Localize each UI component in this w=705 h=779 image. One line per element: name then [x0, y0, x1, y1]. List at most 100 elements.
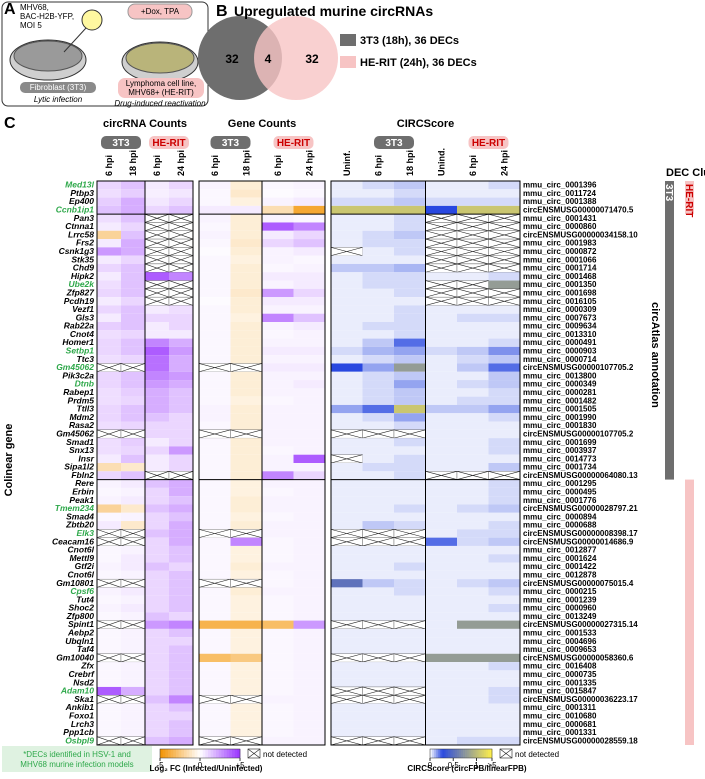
- cell: [121, 222, 145, 231]
- column-label: 18 hpi: [128, 150, 138, 176]
- cell-cross: [198, 694, 231, 704]
- cell-cross: [230, 578, 263, 588]
- cell: [362, 239, 394, 248]
- cell: [169, 404, 193, 414]
- venn-count: 32: [225, 52, 239, 66]
- cell: [394, 355, 426, 364]
- gene-label: Fbln2: [71, 470, 94, 480]
- legend-gradient: [181, 749, 185, 758]
- cell: [97, 463, 121, 472]
- cell-cross: [362, 686, 395, 696]
- column-label: 18 hpi: [405, 150, 415, 176]
- cell-cross: [362, 736, 395, 746]
- gene-label: Gm45062: [56, 428, 94, 438]
- circ-label: mmu_circ_0000491: [523, 338, 597, 347]
- gene-label: Tmem234: [55, 503, 94, 513]
- cell-cross: [120, 429, 146, 439]
- circ-label: circENSMUSG00000036223.17: [523, 695, 638, 704]
- cell: [145, 413, 169, 422]
- cell: [331, 222, 363, 231]
- cell: [425, 205, 457, 215]
- cell-cross: [330, 686, 363, 696]
- cell: [425, 189, 457, 198]
- cell: [97, 711, 121, 721]
- cell: [425, 570, 457, 580]
- cell: [121, 645, 145, 654]
- cell: [97, 587, 121, 596]
- cell: [293, 612, 325, 621]
- column-label: Unind.: [436, 148, 446, 176]
- cell: [488, 197, 520, 206]
- cell: [293, 454, 325, 463]
- cell: [331, 587, 363, 596]
- cell: [145, 537, 169, 546]
- circ-label: mmu_circ_0001431: [523, 214, 597, 223]
- cell: [230, 662, 262, 671]
- cell: [425, 504, 457, 513]
- gene-label: Csnk1g3: [59, 246, 95, 256]
- cell: [97, 678, 121, 687]
- legend-gradient: [210, 749, 214, 758]
- legend-tick-label: -5: [156, 761, 164, 770]
- circ-label: mmu_circ_0001295: [523, 479, 597, 488]
- cell-cross: [144, 230, 170, 240]
- cell: [293, 380, 325, 389]
- cell: [169, 620, 193, 629]
- cell: [457, 380, 489, 389]
- cell: [457, 363, 489, 372]
- cell: [457, 579, 489, 588]
- cell: [262, 487, 294, 497]
- cell: [97, 686, 121, 696]
- legend-swatch: [340, 34, 356, 46]
- cell: [331, 545, 363, 555]
- cell: [199, 438, 231, 447]
- circ-label: mmu_circ_0013310: [523, 330, 597, 339]
- cell-cross: [488, 238, 521, 248]
- cell: [293, 322, 325, 331]
- cell: [362, 612, 394, 621]
- cell-cross: [362, 529, 395, 538]
- column-label: 24 hpi: [176, 150, 186, 176]
- group-pill: [273, 136, 314, 149]
- cell-cross: [144, 471, 170, 480]
- cell: [488, 537, 520, 546]
- cell: [145, 604, 169, 613]
- cell-cross: [144, 280, 170, 290]
- cell: [262, 355, 294, 364]
- legend-tick-label: +5: [235, 761, 245, 770]
- cell: [145, 645, 169, 654]
- cell: [199, 446, 231, 455]
- cell: [262, 429, 294, 439]
- circ-label: mmu_circ_0001388: [523, 197, 597, 206]
- cell: [488, 487, 520, 497]
- cell: [362, 189, 394, 198]
- column-label: Uninf.: [342, 151, 352, 177]
- cell: [362, 305, 394, 314]
- cell: [262, 222, 294, 231]
- cell: [262, 545, 294, 555]
- cell: [488, 280, 520, 289]
- cell-cross: [456, 238, 489, 248]
- circ-label: mmu_circ_0012878: [523, 570, 597, 579]
- cell: [425, 363, 457, 372]
- cell: [293, 512, 325, 522]
- footnote-box: [2, 746, 152, 772]
- cell: [362, 230, 394, 240]
- axis-title: circAtlas annotation: [649, 302, 661, 408]
- legend-gradient: [184, 749, 187, 758]
- cell: [199, 205, 231, 215]
- cell: [169, 529, 193, 538]
- cell: [362, 670, 394, 679]
- cell-cross: [96, 620, 122, 630]
- cell: [97, 272, 121, 281]
- cell: [230, 404, 262, 414]
- circ-label: circENSMUSG00000008398.17: [523, 529, 638, 538]
- gene-label: Cnot4: [70, 329, 94, 339]
- cell: [331, 662, 363, 671]
- cell: [121, 255, 145, 264]
- cell: [230, 197, 262, 206]
- legend-gradient: [173, 749, 177, 758]
- cell: [331, 438, 363, 447]
- cell: [169, 736, 193, 745]
- cell: [488, 446, 520, 455]
